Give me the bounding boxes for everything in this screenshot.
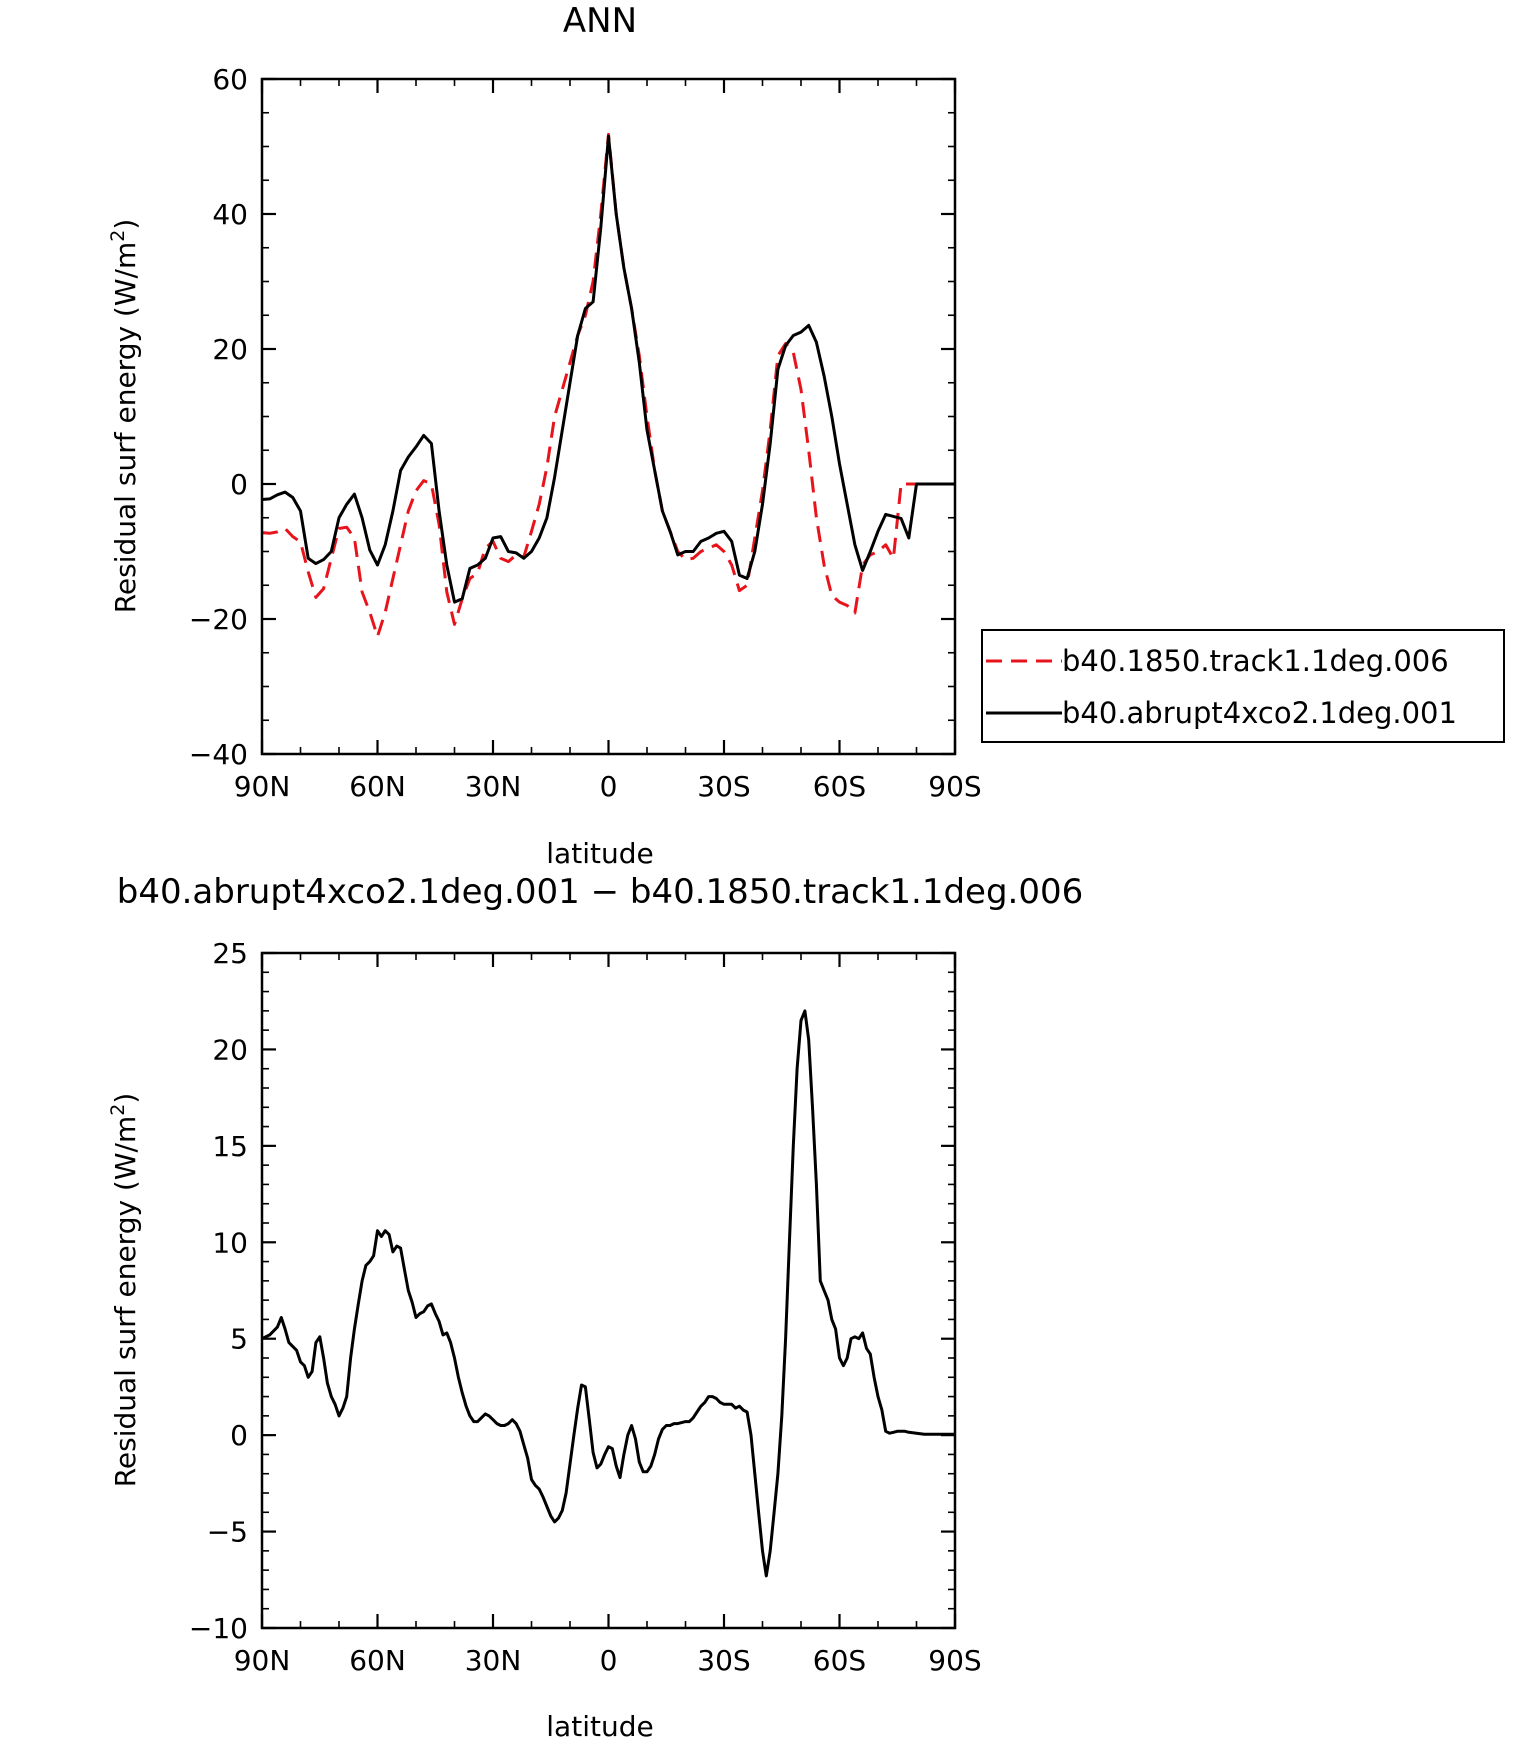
x-tick-label: 0: [600, 1644, 618, 1677]
y-tick-label: 60: [212, 63, 248, 96]
x-tick-label: 30S: [697, 1644, 750, 1677]
series-line-b40-1850-track1-1deg-006: [261, 132, 955, 638]
legend-box: [981, 629, 1505, 743]
top-chart-lines: [261, 132, 955, 638]
top-chart-ticks: [260, 77, 957, 756]
legend-label-abrupt4xco2: b40.abrupt4xco2.1deg.001: [1062, 696, 1457, 730]
top-chart-legend: b40.1850.track1.1deg.006 b40.abrupt4xco2…: [981, 629, 1505, 743]
y-tick-label: −5: [207, 1516, 248, 1549]
x-tick-label: 60N: [349, 770, 406, 803]
y-tick-label: 20: [212, 333, 248, 366]
x-tick-label: 60N: [349, 1644, 406, 1677]
top-chart-plot-frame: [260, 77, 957, 756]
bottom-chart-tick-labels: 90N 60N 30N 0 30S 60S 90S 25 20 15 10 5 0 −5 −10: [189, 937, 982, 1677]
x-tick-label: 30S: [697, 770, 750, 803]
bottom-chart-plot-frame: [260, 951, 957, 1630]
top-chart: ANN 90N 60N 30N 0 30S 60S 90S 60 40 20 0 −20 −40 lat…: [107, 1, 1505, 870]
legend-label-track1: b40.1850.track1.1deg.006: [1062, 644, 1449, 678]
x-tick-label: 90N: [234, 770, 291, 803]
x-tick-label: 90S: [928, 770, 981, 803]
bottom-chart-ticks: [260, 951, 957, 1630]
x-tick-label: 90S: [928, 1644, 981, 1677]
y-tick-label: 10: [212, 1226, 248, 1259]
x-tick-label: 60S: [813, 770, 866, 803]
y-tick-label: −10: [189, 1612, 248, 1645]
x-tick-label: 0: [600, 770, 618, 803]
top-chart-tick-labels: 90N 60N 30N 0 30S 60S 90S 60 40 20 0 −20 −40: [189, 63, 982, 803]
series-line-difference: [261, 1009, 955, 1578]
y-tick-label: −40: [189, 738, 248, 771]
bottom-chart-x-axis-title: latitude: [546, 1710, 653, 1743]
y-tick-label: 0: [230, 1419, 248, 1452]
y-tick-label: 20: [212, 1033, 248, 1066]
top-chart-title: ANN: [563, 1, 637, 41]
top-chart-x-axis-title: latitude: [546, 837, 653, 870]
y-tick-label: 40: [212, 198, 248, 231]
y-tick-label: 5: [230, 1323, 248, 1356]
series-line-b40-abrupt4xco2-1deg-001: [261, 134, 955, 604]
bottom-chart: b40.abrupt4xco2.1deg.001 − b40.1850.trac…: [107, 872, 1083, 1743]
top-chart-y-axis-title: Residual surf energy (W/m2): [107, 219, 142, 614]
x-tick-label: 30N: [465, 1644, 522, 1677]
bottom-chart-y-axis-title: Residual surf energy (W/m2): [107, 1093, 142, 1488]
y-tick-label: 15: [212, 1130, 248, 1163]
bottom-chart-lines: [261, 1009, 955, 1578]
bottom-chart-title: b40.abrupt4xco2.1deg.001 − b40.1850.trac…: [117, 872, 1084, 912]
y-tick-label: −20: [189, 603, 248, 636]
y-tick-label: 25: [212, 937, 248, 970]
y-tick-label: 0: [230, 468, 248, 501]
x-tick-label: 30N: [465, 770, 522, 803]
x-tick-label: 60S: [813, 1644, 866, 1677]
x-tick-label: 90N: [234, 1644, 291, 1677]
